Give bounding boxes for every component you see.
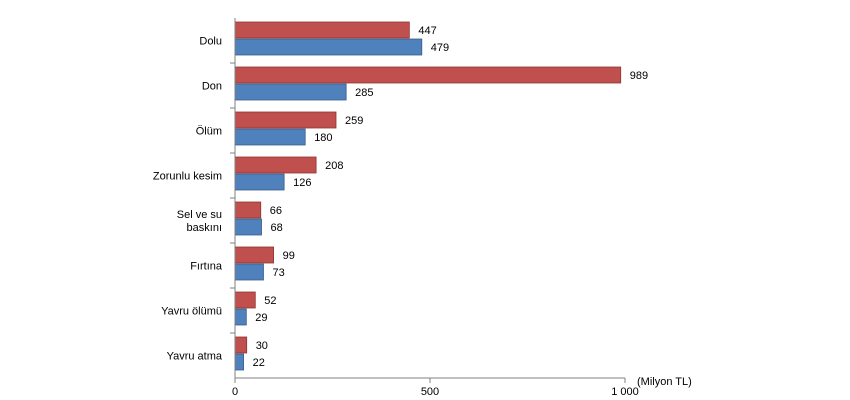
- bar-series-2: [234, 38, 423, 56]
- category-label: Don: [202, 81, 222, 93]
- x-tick-label: 1 000: [611, 386, 639, 398]
- data-label: 126: [293, 177, 311, 189]
- x-axis-unit-label: (Milyon TL): [637, 376, 692, 388]
- category-label: baskını: [187, 222, 222, 234]
- data-label: 30: [256, 340, 268, 352]
- data-label: 29: [255, 312, 267, 324]
- bar-series-1: [234, 291, 256, 309]
- data-label: 989: [630, 70, 648, 82]
- bar-series-1: [234, 156, 317, 174]
- bar-series-2: [234, 308, 247, 326]
- bars-group: [234, 21, 622, 371]
- data-label: 66: [270, 205, 282, 217]
- bar-series-1: [234, 336, 248, 354]
- bar-series-2: [234, 128, 306, 146]
- data-label: 447: [418, 25, 436, 37]
- bar-series-1: [234, 21, 410, 39]
- bar-series-1: [234, 201, 262, 219]
- value-labels: 447 479 989 285 259 180 208 126 66 68 99 73 52 29 30 22: [253, 25, 648, 369]
- data-label: 285: [355, 87, 373, 99]
- data-label: 259: [345, 115, 363, 127]
- data-label: 208: [325, 160, 343, 172]
- data-label: 22: [253, 357, 265, 369]
- bar-series-2: [234, 353, 244, 371]
- category-label: Sel ve su: [177, 209, 222, 221]
- data-label: 99: [283, 250, 295, 262]
- bar-series-2: [234, 83, 347, 101]
- bar-series-2: [234, 263, 264, 281]
- bar-series-1: [234, 111, 337, 129]
- category-label: Zorunlu kesim: [153, 171, 222, 183]
- category-label: Yavru atma: [167, 351, 223, 363]
- category-label: Fırtına: [190, 261, 223, 273]
- x-tick-label: 0: [232, 386, 238, 398]
- bar-series-2: [234, 173, 285, 191]
- category-label: Ölüm: [196, 126, 222, 138]
- category-label: Dolu: [199, 36, 222, 48]
- data-label: 68: [271, 222, 283, 234]
- bar-series-2: [234, 218, 262, 236]
- bar-series-1: [234, 66, 622, 84]
- data-label: 73: [272, 267, 284, 279]
- category-label: Yavru ölümü: [161, 306, 222, 318]
- data-label: 180: [314, 132, 332, 144]
- bar-series-1: [234, 246, 275, 264]
- data-label: 52: [264, 295, 276, 307]
- category-labels: Dolu Don Ölüm Zorunlu kesim Sel ve subaskını…: [153, 36, 223, 363]
- x-tick-label: 500: [421, 386, 439, 398]
- data-label: 479: [431, 42, 449, 54]
- axes-group: 0 500 1 000: [230, 18, 639, 398]
